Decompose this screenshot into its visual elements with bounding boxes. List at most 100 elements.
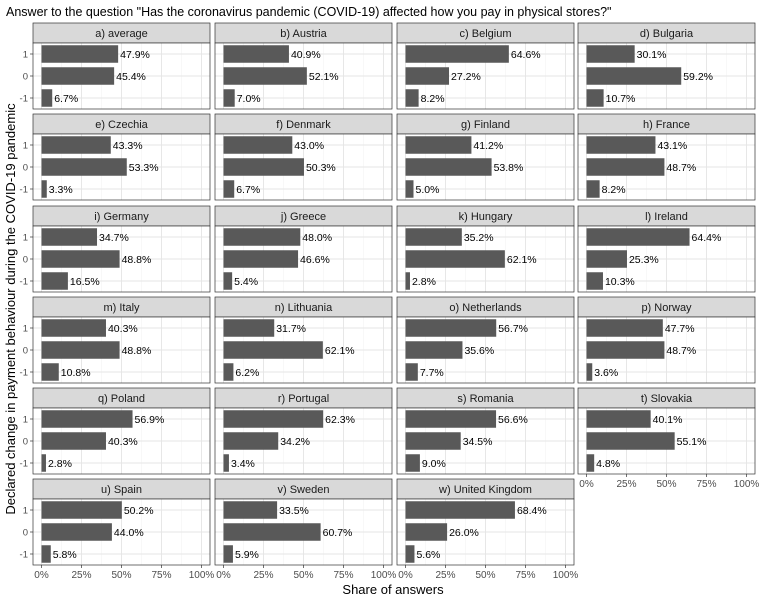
bar <box>41 45 119 63</box>
bar <box>405 250 505 268</box>
facet-strip-label: n) Lithuania <box>275 302 333 314</box>
y-axis-title: Declared change in payment behaviour dur… <box>3 103 18 515</box>
bar <box>405 410 497 428</box>
facet-strip-label: e) Czechia <box>95 119 148 131</box>
y-tick-label: -1 <box>20 368 28 379</box>
y-tick-label: -1 <box>20 277 28 288</box>
facet-strip-label: w) United Kingdom <box>438 484 532 496</box>
y-tick-label: 0 <box>23 528 28 539</box>
bar-value-label: 48.0% <box>302 232 332 244</box>
facet-strip-label: k) Hungary <box>459 211 513 223</box>
bar-value-label: 60.7% <box>323 527 353 539</box>
bar-value-label: 7.7% <box>420 367 444 379</box>
bar <box>41 501 122 519</box>
bar-value-label: 40.3% <box>108 436 138 448</box>
bar <box>41 180 47 198</box>
x-tick-label: 75% <box>151 570 171 581</box>
bar-value-label: 34.2% <box>280 436 310 448</box>
facet-panel: f) Denmark 43.0% 50.3% 6.7% <box>214 113 393 201</box>
panel-border <box>577 225 756 293</box>
bar-value-label: 43.3% <box>113 140 143 152</box>
bar <box>586 410 651 428</box>
y-tick-label: -1 <box>20 94 28 105</box>
bar <box>405 158 492 176</box>
bar <box>41 89 53 107</box>
bar-value-label: 53.8% <box>494 162 524 174</box>
facet-panel: v) Sweden 33.5% 60.7% 5.9% 0% 25% 50% 75% 100% <box>214 478 397 581</box>
x-tick-label: 100% <box>371 570 397 581</box>
bar-value-label: 16.5% <box>70 276 100 288</box>
bar-value-label: 33.5% <box>279 505 309 517</box>
x-tick-label: 50% <box>656 479 676 490</box>
panel-border <box>214 316 393 384</box>
bar-value-label: 4.8% <box>596 458 620 470</box>
facet-panel: a) average 47.9% 45.4% 6.7% 1 0 -1 <box>20 22 211 110</box>
bar-value-label: 8.2% <box>421 93 445 105</box>
facet-strip-label: l) Ireland <box>645 211 688 223</box>
y-tick-label: 0 <box>23 255 28 266</box>
facet-panel: n) Lithuania 31.7% 62.1% 6.2% <box>214 296 393 384</box>
x-tick-label: 75% <box>696 479 716 490</box>
y-tick-label: -1 <box>20 550 28 561</box>
bar <box>41 523 112 541</box>
x-tick-label: 100% <box>734 479 759 490</box>
facet-panel: j) Greece 48.0% 46.6% 5.4% <box>214 205 393 293</box>
facet-panel: r) Portugal 62.3% 34.2% 3.4% <box>214 387 393 475</box>
bar <box>41 410 133 428</box>
bar-value-label: 6.7% <box>236 184 260 196</box>
bar-value-label: 62.1% <box>507 254 537 266</box>
bar <box>586 67 682 85</box>
facet-panel: b) Austria 40.9% 52.1% 7.0% <box>214 22 393 110</box>
bar-value-label: 34.7% <box>99 232 129 244</box>
bar <box>41 363 59 381</box>
facet-strip-label: v) Sweden <box>278 484 330 496</box>
bar <box>41 545 51 563</box>
x-tick-label: 0% <box>398 570 413 581</box>
y-tick-label: 1 <box>23 415 28 426</box>
bar-value-label: 41.2% <box>473 140 503 152</box>
bar-value-label: 27.2% <box>451 71 481 83</box>
bar-value-label: 56.6% <box>498 414 528 426</box>
bar-value-label: 48.7% <box>666 162 696 174</box>
facet-panel: g) Finland 41.2% 53.8% 5.0% <box>396 113 575 201</box>
facet-strip-label: j) Greece <box>280 211 326 223</box>
bar <box>586 158 665 176</box>
bar <box>586 89 604 107</box>
x-tick-label: 25% <box>253 570 273 581</box>
bar-value-label: 10.3% <box>605 276 635 288</box>
facet-strip-label: r) Portugal <box>278 393 329 405</box>
bar <box>41 136 111 154</box>
bar-value-label: 25.3% <box>629 254 659 266</box>
bar <box>223 523 321 541</box>
bar-value-label: 56.7% <box>498 323 528 335</box>
bar <box>586 454 595 472</box>
panel-border <box>396 316 575 384</box>
x-axis-title: Share of answers <box>342 582 444 597</box>
facet-panel: q) Poland 56.9% 40.3% 2.8% 1 0 -1 <box>20 387 211 475</box>
bar <box>405 272 410 290</box>
bar-value-label: 47.7% <box>665 323 695 335</box>
bar-value-label: 44.0% <box>114 527 144 539</box>
panel-border <box>577 42 756 110</box>
bar <box>223 136 293 154</box>
bar <box>223 410 324 428</box>
bar <box>223 250 299 268</box>
y-tick-label: -1 <box>20 459 28 470</box>
y-tick-label: 0 <box>23 437 28 448</box>
bar <box>41 432 106 450</box>
facet-strip-label: t) Slovakia <box>641 393 693 405</box>
x-tick-label: 25% <box>71 570 91 581</box>
bar <box>405 89 419 107</box>
x-tick-label: 75% <box>333 570 353 581</box>
bar-value-label: 35.2% <box>464 232 494 244</box>
bar <box>405 501 515 519</box>
facet-panel: t) Slovakia 40.1% 55.1% 4.8%0% 25% 50% 75% 100% <box>577 387 759 490</box>
bar <box>223 89 235 107</box>
y-tick-label: 0 <box>23 346 28 357</box>
bar <box>223 501 278 519</box>
bar-value-label: 62.1% <box>325 345 355 357</box>
bar <box>223 319 275 337</box>
bar-value-label: 43.0% <box>294 140 324 152</box>
bar <box>586 250 627 268</box>
